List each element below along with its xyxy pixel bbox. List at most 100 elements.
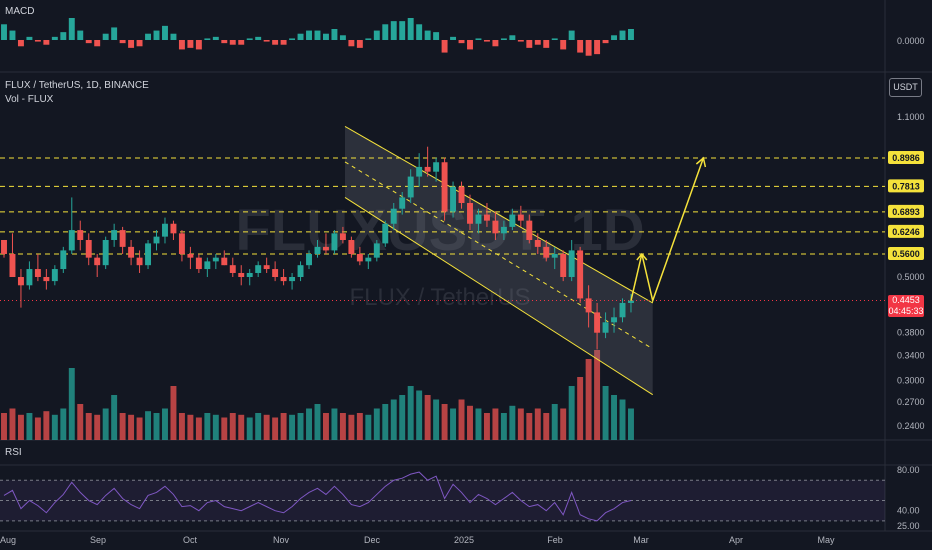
rsi-line: [3, 471, 632, 522]
volume-bar: [153, 413, 160, 440]
horizontal-levels[interactable]: 0.8986 0.7813 0.6893 0.6246 0.5600: [0, 151, 924, 302]
macd-panel: [1, 18, 634, 56]
candle-body: [162, 223, 168, 237]
candle-body: [272, 269, 279, 278]
macd-bar: [94, 40, 101, 47]
macd-bar: [111, 27, 118, 40]
time-axis[interactable]: Aug Sep Oct Nov Dec 2025 Feb Mar Apr May: [0, 535, 835, 545]
volume-bar: [568, 386, 575, 440]
macd-bar: [348, 40, 355, 47]
level-label-chip: [888, 224, 924, 238]
volume-bar: [68, 368, 75, 440]
candle-body: [500, 226, 507, 234]
candle-body: [170, 223, 177, 234]
candle-body: [187, 253, 194, 258]
volume-bar: [77, 404, 84, 440]
candle-body: [204, 261, 211, 270]
projection-arrow[interactable]: [630, 156, 707, 304]
macd-bar: [441, 40, 448, 53]
level-label-chip: [888, 204, 924, 218]
macd-bar: [585, 40, 592, 56]
volume-bar: [102, 408, 109, 440]
bar-countdown: 04:45:33: [888, 306, 924, 316]
macd-bar: [619, 30, 626, 40]
macd-bar: [229, 40, 236, 45]
macd-bar: [534, 40, 541, 45]
volume-bar: [195, 417, 202, 440]
descending-channel[interactable]: [344, 125, 653, 396]
macd-bar: [17, 40, 24, 47]
price-axis[interactable]: 1.1000 0.5000 0.3800 0.3400 0.3000 0.2700 0.24…: [897, 36, 925, 431]
macd-bar: [509, 35, 516, 40]
macd-bar: [43, 40, 50, 45]
candle-body: [416, 166, 423, 177]
volume-bar: [458, 399, 465, 440]
candle-body: [424, 166, 431, 172]
macd-bar: [263, 40, 270, 42]
price-tick-label: 0.5000: [897, 272, 925, 282]
volume-bar: [407, 386, 414, 440]
macd-bar: [153, 30, 160, 40]
macd-bar: [602, 40, 609, 44]
volume-bar: [94, 414, 101, 440]
volume-bar: [280, 413, 287, 440]
volume-bar: [500, 413, 507, 440]
current-price-badge: 0.4453 04:45:33: [888, 295, 924, 317]
rsi-tick-label: 25.00: [897, 521, 920, 531]
candle-body: [153, 236, 160, 244]
candle-body: [628, 300, 634, 303]
macd-bar: [492, 40, 499, 47]
volume-bar: [628, 408, 634, 440]
channel-upper: [344, 125, 653, 304]
volume-bar: [331, 408, 338, 440]
volume-bar: [322, 413, 329, 440]
volume-bar: [390, 399, 397, 440]
symbol-title[interactable]: FLUX / TetherUS, 1D, BINANCE: [5, 80, 149, 91]
volume-bar: [263, 414, 270, 440]
macd-bar: [280, 40, 287, 45]
level-label: 0.8986: [892, 153, 920, 163]
volume-bar: [238, 414, 245, 440]
candle-body: [560, 253, 567, 278]
currency-button[interactable]: USDT: [889, 78, 922, 97]
volume-bar: [246, 417, 253, 440]
volume-bar: [26, 413, 33, 440]
macd-bar: [145, 33, 152, 40]
volume-bar: [229, 413, 236, 440]
candle-body: [611, 317, 618, 323]
candle-body: [441, 162, 448, 212]
time-tick-label: Oct: [183, 535, 198, 545]
macd-bar: [577, 40, 584, 53]
channel-fill: [345, 126, 653, 395]
macd-title: MACD: [5, 6, 35, 17]
candle-body: [297, 265, 304, 278]
macd-bar: [407, 18, 414, 40]
candle-body: [450, 186, 457, 212]
macd-bar: [500, 38, 507, 40]
candle-body: [382, 223, 389, 244]
macd-bar: [128, 40, 135, 48]
candle-body: [26, 269, 33, 286]
volume-bar: [492, 408, 499, 440]
volume-bar: [85, 413, 92, 440]
candle-body: [119, 230, 126, 247]
macd-bar: [102, 33, 109, 40]
candle-body: [390, 208, 397, 224]
candle-body: [509, 214, 516, 227]
projection-mid-arrowhead: [636, 252, 648, 261]
candle-body: [526, 220, 533, 240]
candle-body: [221, 257, 228, 266]
candle-body: [255, 265, 262, 273]
time-tick-label: Mar: [633, 535, 649, 545]
volume-bar: [9, 408, 16, 440]
volume-bar: [1, 413, 7, 440]
macd-bar: [187, 40, 194, 48]
candle-body: [68, 230, 75, 251]
volume-bar: [450, 408, 457, 440]
volume-bar: [178, 413, 185, 440]
candle-body: [331, 233, 338, 251]
macd-bar: [26, 36, 33, 40]
macd-bar: [322, 33, 329, 40]
macd-bar: [424, 30, 431, 40]
